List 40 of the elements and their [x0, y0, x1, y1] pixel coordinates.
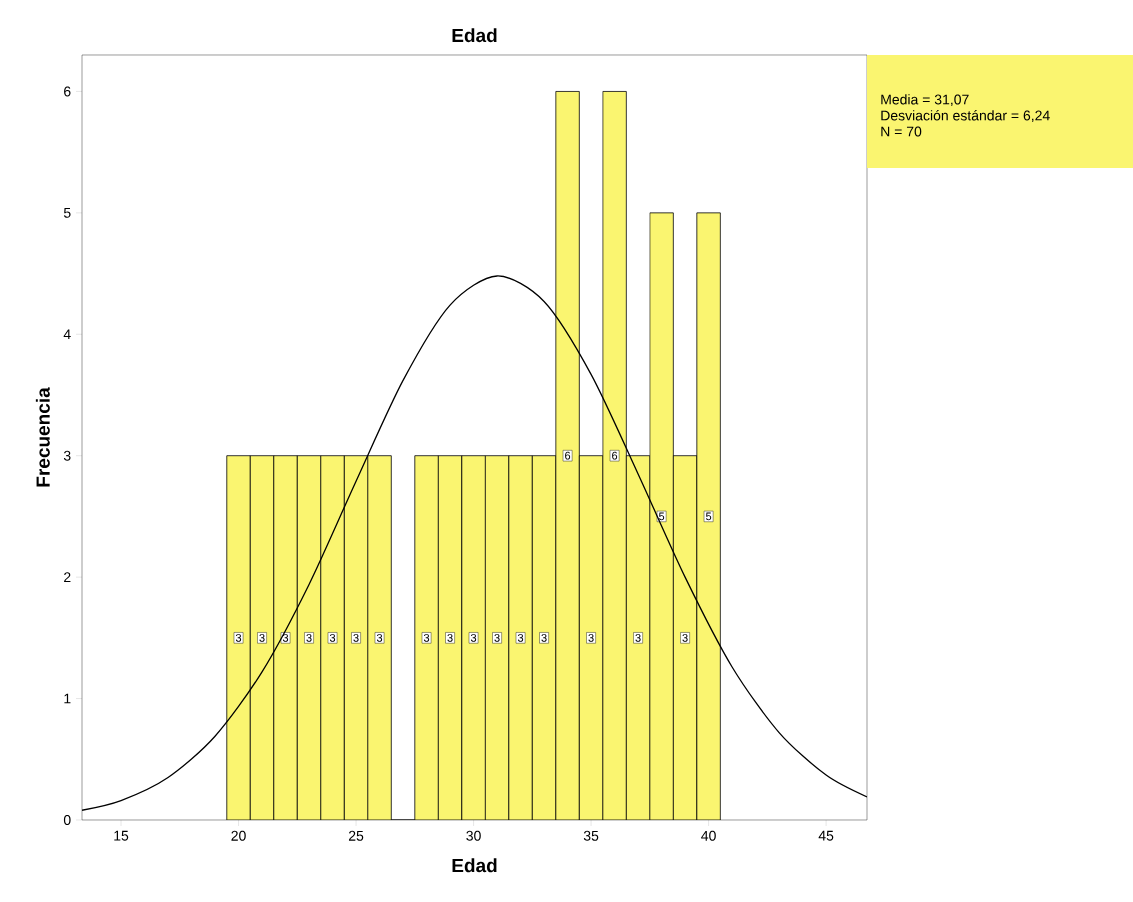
- data-label: 3: [282, 633, 289, 642]
- text: N = 70: [881, 126, 922, 137]
- data-label: 5: [658, 512, 665, 521]
- data-label: 3: [494, 633, 500, 642]
- x-tick-label: 15: [114, 830, 129, 841]
- x-axis-title: Edad: [452, 858, 497, 873]
- data-label: 3: [635, 633, 641, 642]
- x-tick-label: 40: [701, 830, 716, 841]
- y-tick-label: 6: [64, 86, 71, 97]
- data-label: 3: [423, 633, 430, 642]
- data-label: 3: [376, 633, 383, 642]
- x-tick-label: 25: [348, 830, 364, 841]
- text: Desviación estándar = 6,24: [881, 110, 1050, 123]
- x-tick-label: 20: [231, 830, 246, 841]
- data-label: 3: [588, 633, 594, 642]
- data-label: 3: [235, 633, 242, 642]
- data-label: 6: [612, 451, 618, 460]
- y-tick-label: 5: [63, 207, 71, 218]
- y-tick-label: 4: [63, 329, 71, 340]
- data-label: 3: [259, 633, 265, 642]
- data-label: 3: [541, 633, 547, 642]
- data-label: 3: [306, 633, 312, 642]
- data-label: 3: [329, 633, 336, 642]
- chart-title: Edad: [452, 28, 497, 43]
- data-label: 3: [682, 633, 688, 642]
- x-tick-label: 35: [583, 830, 599, 841]
- x-tick-label: 30: [466, 830, 481, 841]
- data-label: 3: [470, 633, 477, 642]
- y-tick-label: 0: [63, 815, 71, 825]
- text: Media = 31,07: [881, 94, 969, 107]
- y-axis-title: Frecuencia: [35, 387, 50, 487]
- y-tick-label: 3: [63, 450, 71, 461]
- data-label: 6: [565, 451, 571, 460]
- y-tick-label: 2: [64, 572, 71, 583]
- data-label: 3: [517, 633, 524, 642]
- data-label: 3: [353, 633, 359, 642]
- x-tick-label: 45: [818, 830, 834, 841]
- data-label: 5: [705, 512, 712, 521]
- y-tick-label: 1: [64, 693, 71, 704]
- data-label: 3: [447, 633, 453, 642]
